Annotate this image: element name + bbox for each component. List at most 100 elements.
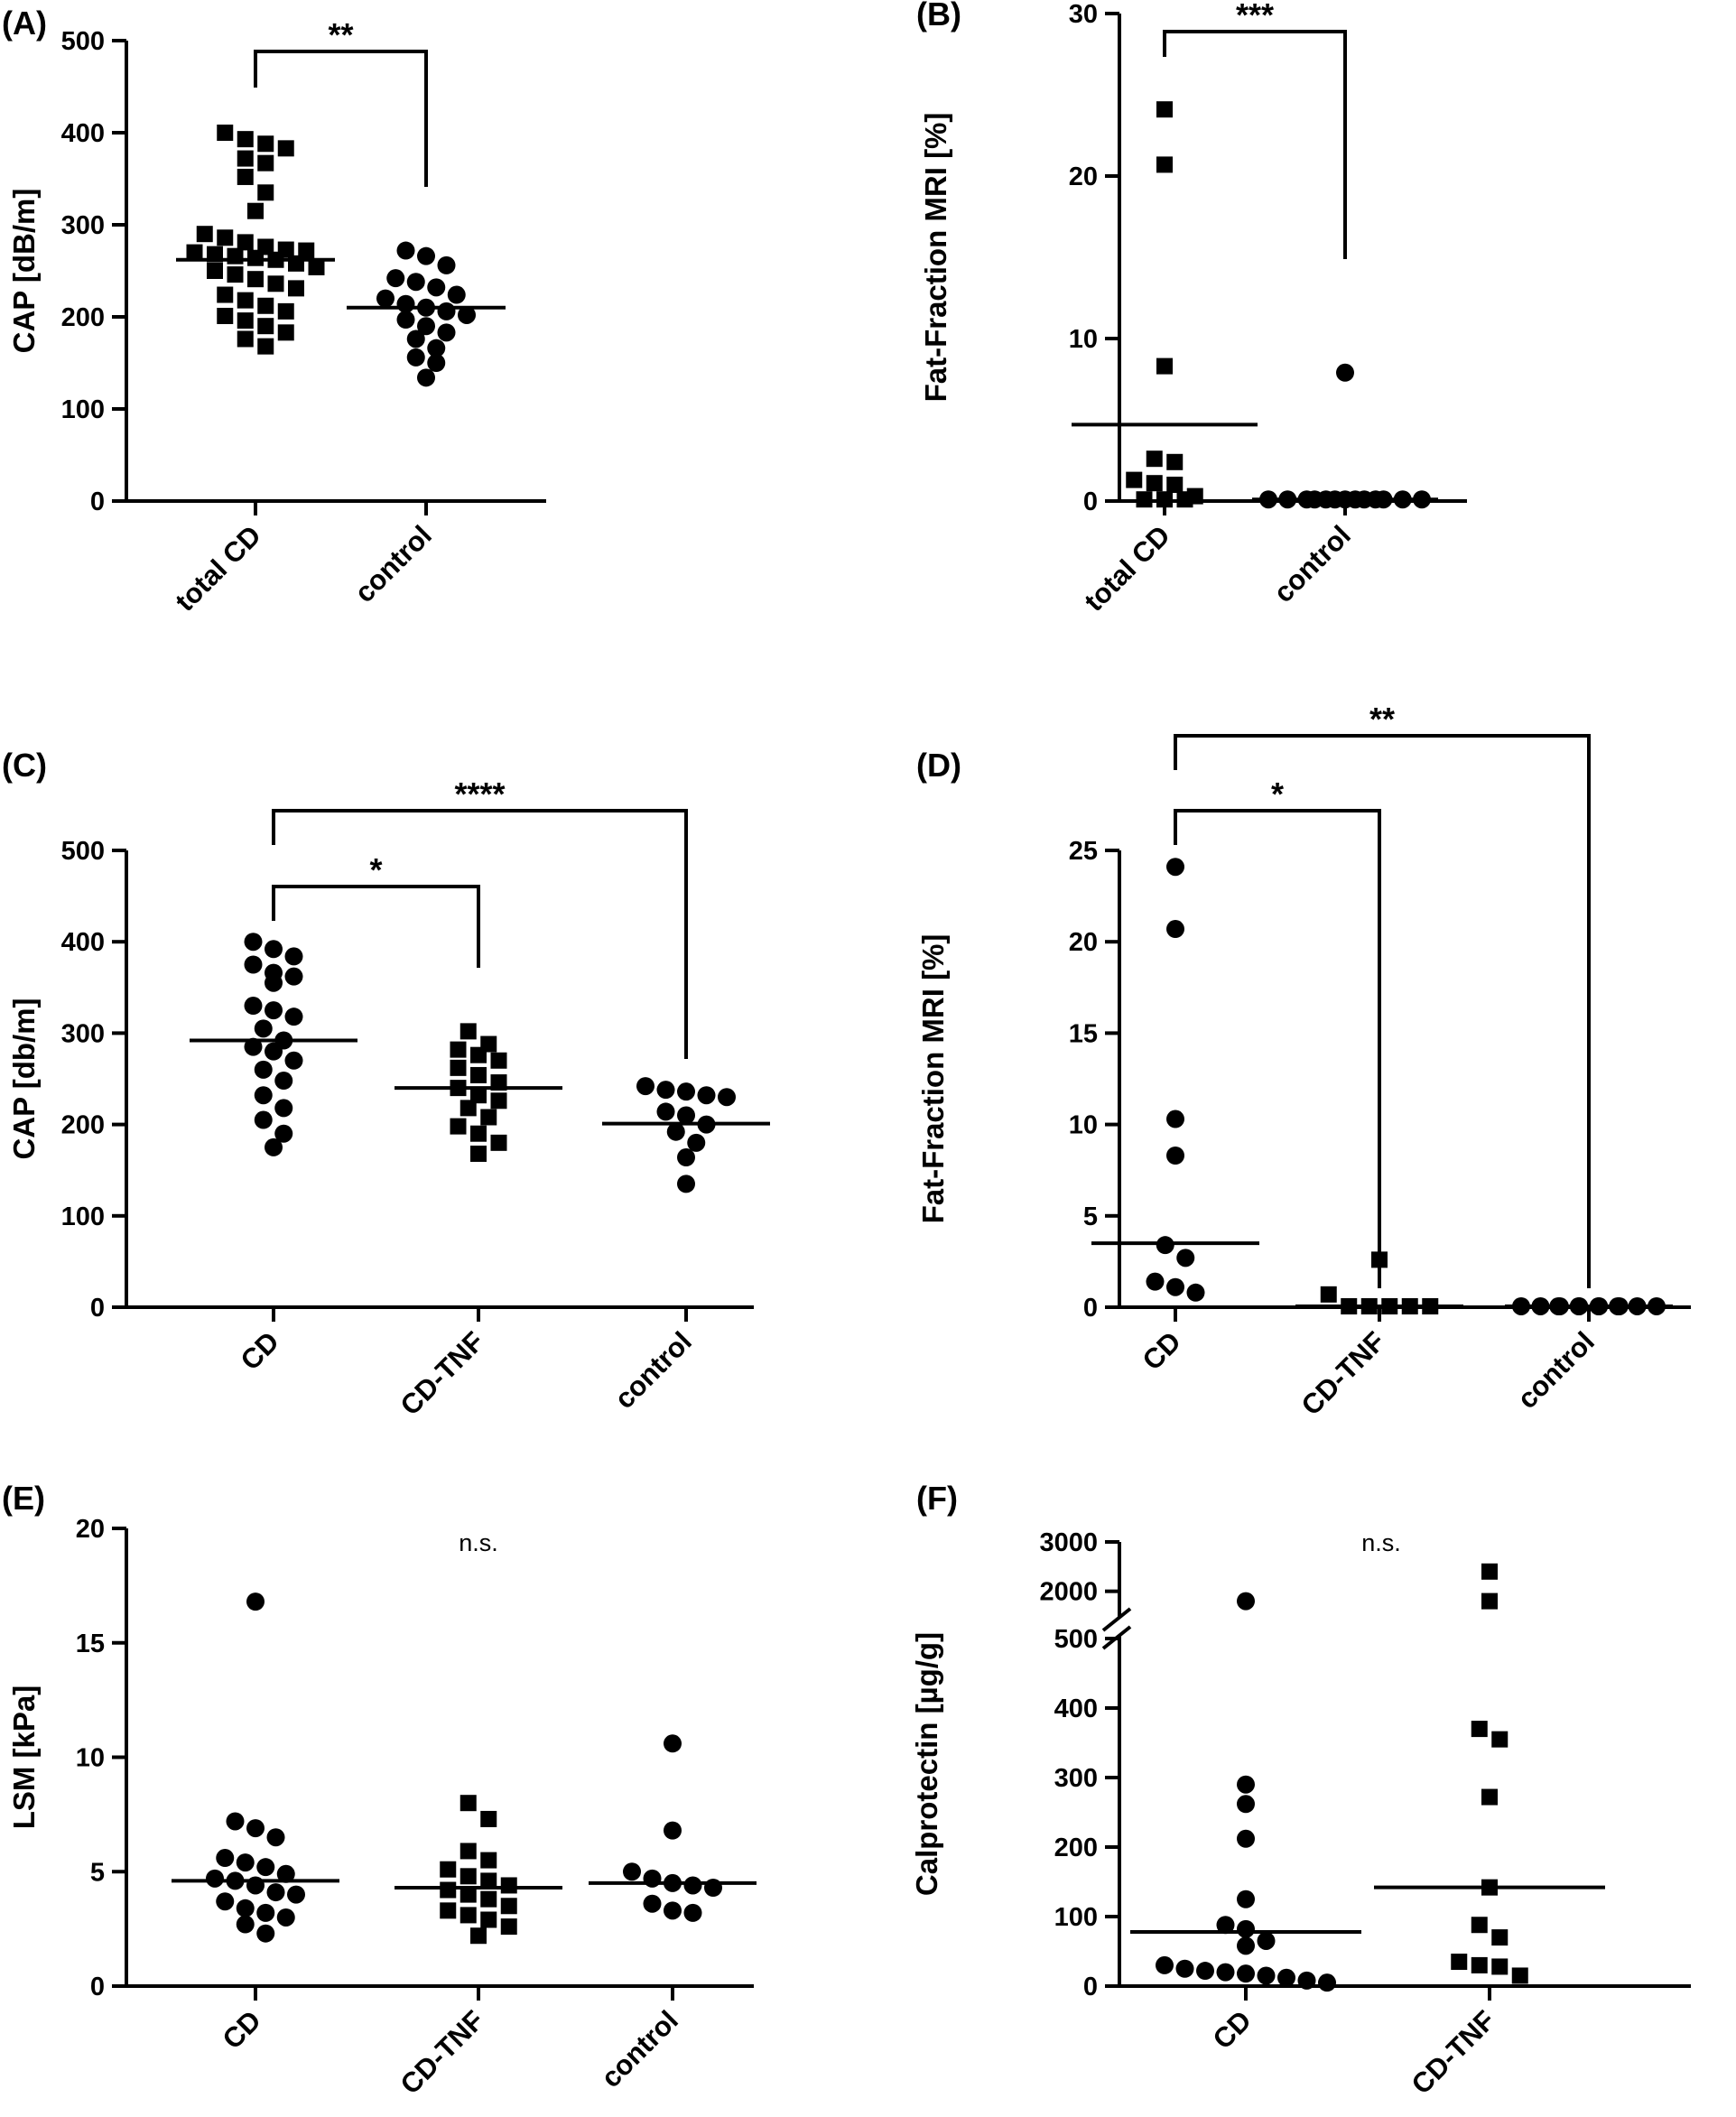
data-point: [1166, 858, 1184, 877]
data-point: [480, 1810, 497, 1827]
panel-3: (D) 0 5 10 15 20 25 Fat-Fraction MRI [%] CD CD-TN…: [916, 701, 1691, 1422]
data-point: [1491, 1731, 1509, 1748]
y-tick-label: 20: [1069, 928, 1098, 957]
y-tick-label: 400: [61, 119, 105, 148]
data-point: [257, 318, 274, 335]
x-tick-label: control: [348, 519, 438, 608]
data-point: [687, 1133, 706, 1152]
significance-label: ***: [1236, 0, 1274, 33]
data-point: [470, 1087, 487, 1104]
panel-1: (B) 0 10 20 30 Fat-Fraction MRI [%] total CD co…: [916, 0, 1467, 617]
data-point: [256, 1924, 275, 1943]
data-point: [417, 246, 435, 265]
data-point: [1297, 1971, 1316, 1990]
data-point: [386, 269, 405, 288]
data-point: [1237, 1964, 1255, 1983]
data-point: [406, 273, 425, 292]
data-point: [265, 1042, 283, 1061]
data-point: [1471, 1721, 1488, 1738]
data-point: [265, 973, 283, 992]
x-tick-label: control: [1511, 1325, 1601, 1415]
data-point: [1146, 475, 1163, 492]
panel-label: (D): [916, 747, 961, 784]
data-point: [1216, 1916, 1235, 1935]
y-tick-label: 300: [61, 1019, 105, 1048]
data-point: [1166, 453, 1184, 470]
data-point: [683, 1876, 702, 1895]
data-point: [1237, 1919, 1255, 1938]
data-point: [265, 1137, 283, 1156]
data-point: [664, 1734, 682, 1753]
data-point: [440, 1861, 457, 1878]
data-point: [274, 1124, 293, 1143]
y-tick-label: 500: [61, 27, 105, 56]
data-point: [460, 1843, 477, 1860]
y-tick-label: 15: [1069, 1019, 1098, 1048]
data-point: [1156, 491, 1173, 508]
data-point: [458, 305, 476, 324]
data-point: [447, 285, 466, 304]
data-point: [677, 1106, 695, 1125]
data-point: [298, 242, 315, 259]
data-point: [1156, 156, 1173, 173]
x-tick-label: CD: [1137, 1325, 1187, 1376]
data-point: [1491, 1929, 1509, 1946]
data-point: [490, 1134, 507, 1151]
data-point: [236, 1915, 255, 1934]
data-point: [257, 154, 274, 172]
data-point: [266, 1883, 285, 1902]
data-point: [247, 271, 264, 288]
data-point: [227, 266, 244, 283]
data-point: [1126, 471, 1143, 488]
data-point: [1156, 357, 1173, 375]
data-point: [683, 1903, 702, 1922]
data-point: [226, 1812, 245, 1831]
data-point: [1237, 1592, 1255, 1611]
data-point: [217, 229, 234, 246]
data-point: [227, 247, 244, 265]
data-point: [450, 1041, 467, 1058]
data-point: [1156, 1955, 1174, 1974]
data-point: [406, 348, 425, 367]
y-tick-label: 0: [90, 1973, 105, 2001]
data-point: [677, 1175, 695, 1193]
y-tick-label: 10: [76, 1744, 105, 1773]
data-point: [1196, 1962, 1214, 1981]
data-point: [427, 339, 446, 357]
data-point: [254, 1019, 273, 1038]
data-point: [217, 307, 234, 324]
data-point: [636, 1077, 654, 1096]
data-point: [1257, 1931, 1276, 1950]
data-point: [246, 1819, 265, 1838]
significance-bracket: [272, 885, 480, 968]
y-axis-label: LSM [kPa]: [7, 1685, 41, 1830]
x-tick-label: CD-TNF: [1295, 1325, 1391, 1421]
y-tick-label: 20: [76, 1515, 105, 1544]
data-point: [237, 234, 254, 251]
data-point: [256, 1858, 275, 1877]
data-point: [440, 1902, 457, 1919]
panel-label: (A): [2, 5, 47, 42]
data-point: [1166, 920, 1184, 939]
y-tick-label: 400: [61, 928, 105, 957]
data-point: [277, 302, 294, 320]
data-point: [196, 226, 213, 243]
y-axis-label: CAP [db/m]: [7, 998, 41, 1159]
data-point: [470, 1145, 487, 1162]
data-point: [480, 1911, 497, 1928]
data-point: [217, 286, 234, 303]
y-tick-label: 400: [1054, 1695, 1098, 1723]
ns-annotation: n.s.: [459, 1529, 498, 1556]
data-point: [186, 244, 203, 261]
data-point: [500, 1898, 517, 1915]
data-point: [274, 1099, 293, 1118]
data-point: [1175, 1959, 1194, 1978]
ns-annotation: n.s.: [1361, 1529, 1401, 1556]
panel-2: (C) 0 100 200 300 400 500 CAP [db/m] CD CD-TNF con…: [2, 747, 770, 1422]
data-point: [288, 280, 304, 297]
data-point: [450, 1118, 467, 1135]
data-point: [697, 1086, 716, 1105]
panel-label: (F): [916, 1480, 958, 1517]
data-point: [237, 150, 254, 167]
